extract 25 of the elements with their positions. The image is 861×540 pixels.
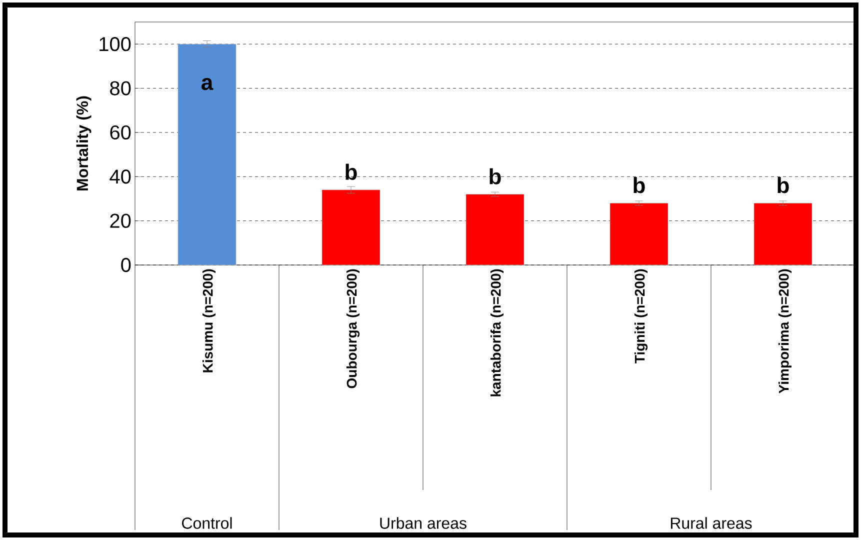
x-tick-label: Kisumu (n=200) (202, 269, 216, 372)
y-tick-label: 20 (110, 214, 131, 228)
bar (466, 194, 524, 266)
y-tick-label: 100 (100, 37, 131, 52)
annotation: b (490, 168, 501, 184)
x-tick-label: Yimporima (n=200) (778, 269, 792, 394)
annotation: b (346, 164, 357, 180)
x-tick-label: Oubourga (n=200) (346, 269, 360, 388)
bar (610, 202, 668, 266)
bar (322, 190, 380, 266)
text: Rural areas (670, 517, 752, 529)
y-tick-label: 80 (110, 81, 131, 96)
y-tick-label: 0 (121, 258, 131, 272)
x-tick-label: Tigniti (n=200) (634, 269, 648, 364)
bar (754, 202, 812, 266)
annotation: b (778, 177, 789, 194)
annotation: b (634, 177, 645, 194)
x-tick-label: kantaborifa (n=200) (490, 269, 504, 396)
y-tick-label: 60 (110, 125, 131, 140)
text: Control (182, 517, 232, 529)
bar (178, 44, 236, 266)
text: Urban areas (380, 517, 466, 529)
y-axis-title: Mortality (%) (76, 96, 92, 190)
annotation: a (202, 78, 214, 90)
y-tick-label: 40 (110, 170, 131, 184)
